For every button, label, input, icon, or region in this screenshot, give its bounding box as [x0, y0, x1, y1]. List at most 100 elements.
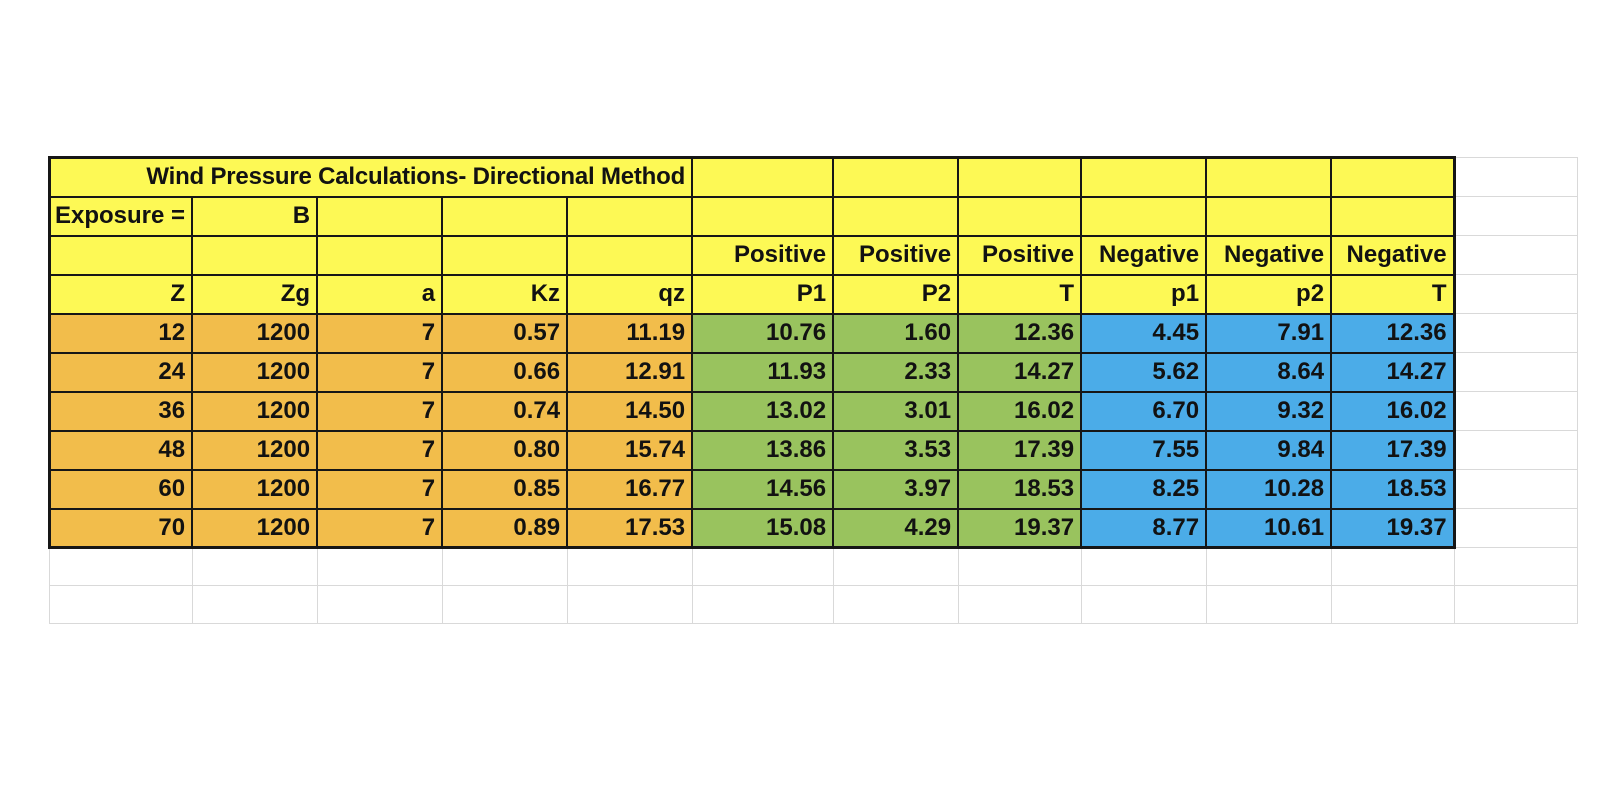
blank-cell[interactable]	[691, 156, 835, 198]
exposure-label-cell[interactable]: Exposure =	[48, 195, 194, 237]
data-cell-P1[interactable]: 13.86	[691, 429, 835, 471]
empty-grid-cell[interactable]	[1205, 585, 1332, 624]
empty-grid-cell[interactable]	[566, 547, 693, 586]
data-cell-Z[interactable]: 12	[48, 312, 194, 354]
blank-cell[interactable]	[191, 234, 319, 276]
data-cell-Z[interactable]: 48	[48, 429, 194, 471]
data-cell-T[interactable]: 19.37	[957, 507, 1083, 549]
empty-grid-cell[interactable]	[316, 547, 443, 586]
data-cell-P2[interactable]: 1.60	[832, 312, 960, 354]
data-cell-p1[interactable]: 6.70	[1080, 390, 1208, 432]
data-cell-T[interactable]: 12.36	[1330, 312, 1456, 354]
empty-grid-cell[interactable]	[1453, 157, 1578, 197]
blank-cell[interactable]	[1330, 156, 1456, 198]
empty-grid-cell[interactable]	[1453, 391, 1578, 431]
data-cell-Zg[interactable]: 1200	[191, 312, 319, 354]
empty-grid-cell[interactable]	[49, 585, 193, 624]
column-header-P1-cell[interactable]: P1	[691, 273, 835, 315]
blank-cell[interactable]	[441, 234, 569, 276]
data-cell-p2[interactable]: 9.32	[1205, 390, 1333, 432]
blank-cell[interactable]	[957, 195, 1083, 237]
column-header-p1-cell[interactable]: p1	[1080, 273, 1208, 315]
data-cell-p2[interactable]: 10.61	[1205, 507, 1333, 549]
empty-grid-cell[interactable]	[191, 585, 318, 624]
data-cell-qz[interactable]: 17.53	[566, 507, 694, 549]
blank-cell[interactable]	[832, 156, 960, 198]
data-cell-p1[interactable]: 4.45	[1080, 312, 1208, 354]
data-cell-P2[interactable]: 3.97	[832, 468, 960, 510]
data-cell-p1[interactable]: 7.55	[1080, 429, 1208, 471]
blank-cell[interactable]	[691, 195, 835, 237]
data-cell-T[interactable]: 12.36	[957, 312, 1083, 354]
blank-cell[interactable]	[832, 195, 960, 237]
empty-grid-cell[interactable]	[1453, 274, 1578, 314]
data-cell-qz[interactable]: 14.50	[566, 390, 694, 432]
data-cell-P1[interactable]: 10.76	[691, 312, 835, 354]
data-cell-Z[interactable]: 70	[48, 507, 194, 549]
group-header-negative-cell[interactable]: Negative	[1330, 234, 1456, 276]
empty-grid-cell[interactable]	[1453, 196, 1578, 236]
empty-grid-cell[interactable]	[1330, 585, 1455, 624]
data-cell-T[interactable]: 16.02	[1330, 390, 1456, 432]
empty-grid-cell[interactable]	[1453, 508, 1578, 548]
data-cell-P1[interactable]: 14.56	[691, 468, 835, 510]
data-cell-T[interactable]: 16.02	[957, 390, 1083, 432]
data-cell-Zg[interactable]: 1200	[191, 429, 319, 471]
data-cell-Zg[interactable]: 1200	[191, 507, 319, 549]
column-header-p2-cell[interactable]: p2	[1205, 273, 1333, 315]
data-cell-qz[interactable]: 16.77	[566, 468, 694, 510]
data-cell-Kz[interactable]: 0.57	[441, 312, 569, 354]
data-cell-a[interactable]: 7	[316, 429, 444, 471]
data-cell-T[interactable]: 14.27	[957, 351, 1083, 393]
blank-cell[interactable]	[48, 234, 194, 276]
blank-cell[interactable]	[957, 156, 1083, 198]
data-cell-Kz[interactable]: 0.74	[441, 390, 569, 432]
data-cell-P2[interactable]: 2.33	[832, 351, 960, 393]
data-cell-Zg[interactable]: 1200	[191, 351, 319, 393]
empty-grid-cell[interactable]	[1080, 585, 1207, 624]
data-cell-Z[interactable]: 60	[48, 468, 194, 510]
data-cell-p1[interactable]: 8.77	[1080, 507, 1208, 549]
data-cell-Z[interactable]: 24	[48, 351, 194, 393]
data-cell-a[interactable]: 7	[316, 312, 444, 354]
data-cell-Z[interactable]: 36	[48, 390, 194, 432]
data-cell-a[interactable]: 7	[316, 507, 444, 549]
column-header-Z-cell[interactable]: Z	[48, 273, 194, 315]
blank-cell[interactable]	[1205, 195, 1333, 237]
data-cell-P2[interactable]: 3.01	[832, 390, 960, 432]
empty-grid-cell[interactable]	[566, 585, 693, 624]
data-cell-Kz[interactable]: 0.80	[441, 429, 569, 471]
empty-grid-cell[interactable]	[1453, 585, 1578, 624]
data-cell-a[interactable]: 7	[316, 468, 444, 510]
blank-cell[interactable]	[1205, 156, 1333, 198]
empty-grid-cell[interactable]	[1453, 235, 1578, 275]
data-cell-p1[interactable]: 5.62	[1080, 351, 1208, 393]
blank-cell[interactable]	[316, 195, 444, 237]
empty-grid-cell[interactable]	[316, 585, 443, 624]
empty-grid-cell[interactable]	[1080, 547, 1207, 586]
empty-grid-cell[interactable]	[441, 547, 568, 586]
column-header-Zg-cell[interactable]: Zg	[191, 273, 319, 315]
empty-grid-cell[interactable]	[1453, 352, 1578, 392]
exposure-value-cell[interactable]: B	[191, 195, 319, 237]
data-cell-Kz[interactable]: 0.66	[441, 351, 569, 393]
empty-grid-cell[interactable]	[1453, 430, 1578, 470]
data-cell-Kz[interactable]: 0.89	[441, 507, 569, 549]
column-header-Kz-cell[interactable]: Kz	[441, 273, 569, 315]
empty-grid-cell[interactable]	[1205, 547, 1332, 586]
empty-grid-cell[interactable]	[832, 547, 959, 586]
data-cell-Zg[interactable]: 1200	[191, 390, 319, 432]
data-cell-T[interactable]: 18.53	[1330, 468, 1456, 510]
group-header-positive-cell[interactable]: Positive	[832, 234, 960, 276]
group-header-positive-cell[interactable]: Positive	[691, 234, 835, 276]
group-header-positive-cell[interactable]: Positive	[957, 234, 1083, 276]
data-cell-qz[interactable]: 15.74	[566, 429, 694, 471]
data-cell-P2[interactable]: 4.29	[832, 507, 960, 549]
sheet-title[interactable]: Wind Pressure Calculations- Directional …	[48, 156, 694, 198]
data-cell-P1[interactable]: 13.02	[691, 390, 835, 432]
empty-grid-cell[interactable]	[691, 547, 834, 586]
blank-cell[interactable]	[1080, 195, 1208, 237]
column-header-T-cell[interactable]: T	[1330, 273, 1456, 315]
group-header-negative-cell[interactable]: Negative	[1205, 234, 1333, 276]
data-cell-Kz[interactable]: 0.85	[441, 468, 569, 510]
